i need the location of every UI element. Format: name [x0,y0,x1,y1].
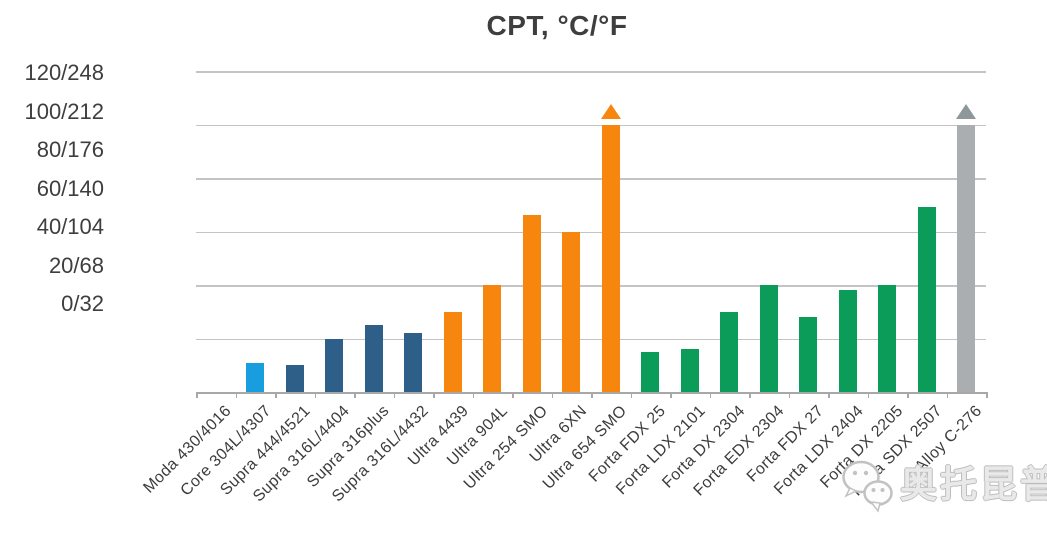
bar [443,311,462,392]
y-tick-label: 80/176 [36,137,104,162]
axis-tick [670,392,672,398]
gridline [196,124,986,126]
axis-tick [630,392,632,398]
axis-tick [986,392,988,398]
axis-tick [946,392,948,398]
axis-tick [472,392,474,398]
axis-tick [275,392,277,398]
bar [483,285,502,392]
y-tick-label: 20/68 [48,252,104,278]
y-tick-label: 100/212 [24,98,104,124]
gridline [196,71,986,73]
bar [838,290,857,392]
bar [878,285,897,392]
bar [364,325,383,392]
bar [799,317,818,392]
overflow-triangle [600,103,621,119]
axis-tick [749,392,751,398]
axis-tick [433,392,435,398]
bar [325,338,344,392]
bar [680,349,699,392]
axis-tick [828,392,830,398]
bar [957,124,976,392]
bar [641,351,660,392]
y-tick-label: 40/104 [36,214,104,239]
bar [917,207,936,392]
gridline [196,231,986,233]
gridline [196,338,986,340]
axis-tick [235,392,237,398]
axis-tick [788,392,790,398]
overflow-triangle [956,103,977,119]
y-tick-label: 0/32 [61,291,104,316]
y-tick-label: 60/140 [36,175,104,201]
axis-tick [709,392,711,398]
axis-tick [591,392,593,398]
axis-tick [354,392,356,398]
bar [522,215,541,392]
bar [759,285,778,392]
axis-tick [196,392,198,398]
y-tick-label: 120/248 [24,60,104,85]
bar [562,231,581,392]
bar [601,124,620,392]
axis-tick [512,392,514,398]
gridline [196,285,986,287]
axis-tick [867,392,869,398]
axis-tick [551,392,553,398]
axis-tick [393,392,395,398]
axis-tick [314,392,316,398]
bar [246,362,265,392]
bar [720,311,739,392]
gridline [196,178,986,180]
chart-title: CPT, °C/°F [486,10,628,41]
axis-tick [907,392,909,398]
bar [285,365,304,392]
bar [404,333,423,392]
